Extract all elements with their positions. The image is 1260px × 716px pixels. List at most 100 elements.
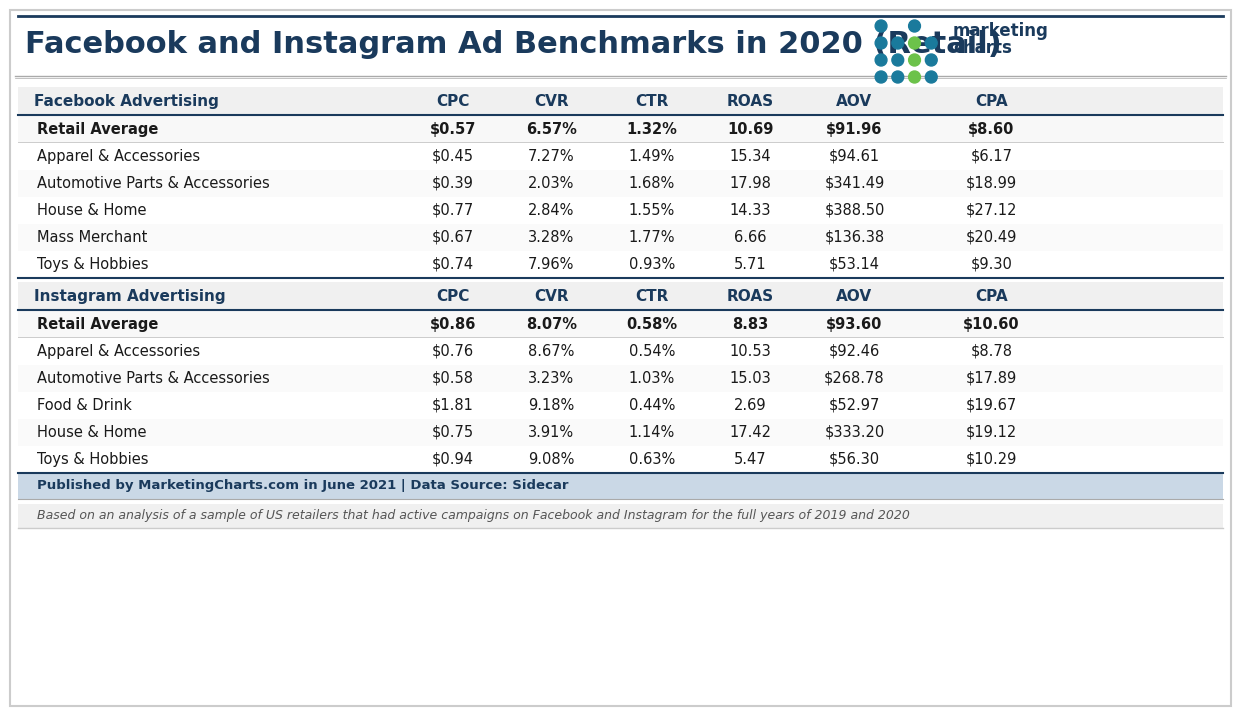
Bar xyxy=(18,364,1222,392)
Text: $18.99: $18.99 xyxy=(965,175,1017,190)
Text: 7.96%: 7.96% xyxy=(528,256,575,271)
Bar xyxy=(18,87,1222,115)
Text: CPA: CPA xyxy=(975,94,1008,109)
Text: $20.49: $20.49 xyxy=(965,230,1017,244)
Text: CPC: CPC xyxy=(436,94,470,109)
Text: $0.74: $0.74 xyxy=(432,256,474,271)
Text: $0.58: $0.58 xyxy=(432,370,474,385)
Text: 1.77%: 1.77% xyxy=(629,230,675,244)
Circle shape xyxy=(925,71,937,83)
Text: 0.58%: 0.58% xyxy=(626,316,678,332)
Text: $0.76: $0.76 xyxy=(432,344,474,359)
Text: CPA: CPA xyxy=(975,289,1008,304)
Text: $9.30: $9.30 xyxy=(970,256,1012,271)
Text: Toys & Hobbies: Toys & Hobbies xyxy=(38,452,149,467)
Text: 1.14%: 1.14% xyxy=(629,425,675,440)
Text: 3.23%: 3.23% xyxy=(528,370,575,385)
Text: AOV: AOV xyxy=(837,289,872,304)
Text: 1.68%: 1.68% xyxy=(629,175,675,190)
Text: ROAS: ROAS xyxy=(727,94,774,109)
Circle shape xyxy=(908,71,921,83)
Circle shape xyxy=(892,37,903,49)
Text: charts: charts xyxy=(953,39,1012,57)
Text: 5.71: 5.71 xyxy=(733,256,766,271)
Text: 14.33: 14.33 xyxy=(730,203,771,218)
Bar xyxy=(18,337,1222,364)
Text: 0.54%: 0.54% xyxy=(629,344,675,359)
Text: Automotive Parts & Accessories: Automotive Parts & Accessories xyxy=(38,175,270,190)
Bar xyxy=(18,251,1222,278)
Text: 9.18%: 9.18% xyxy=(528,397,575,412)
Text: $0.77: $0.77 xyxy=(432,203,474,218)
Text: Facebook and Instagram Ad Benchmarks in 2020 (Retail): Facebook and Instagram Ad Benchmarks in … xyxy=(25,29,1002,59)
Circle shape xyxy=(908,54,921,66)
Text: Instagram Advertising: Instagram Advertising xyxy=(34,289,226,304)
Text: $27.12: $27.12 xyxy=(965,203,1017,218)
Text: $52.97: $52.97 xyxy=(829,397,881,412)
Bar xyxy=(18,283,1222,309)
Text: AOV: AOV xyxy=(837,94,872,109)
Text: 2.03%: 2.03% xyxy=(528,175,575,190)
Text: 8.67%: 8.67% xyxy=(528,344,575,359)
Bar xyxy=(18,392,1222,418)
Text: $93.60: $93.60 xyxy=(827,316,883,332)
Text: $0.57: $0.57 xyxy=(430,122,476,137)
Text: 1.55%: 1.55% xyxy=(629,203,675,218)
Text: 5.47: 5.47 xyxy=(733,452,766,467)
Text: Food & Drink: Food & Drink xyxy=(38,397,132,412)
Text: 0.93%: 0.93% xyxy=(629,256,675,271)
Text: 1.03%: 1.03% xyxy=(629,370,675,385)
Text: Apparel & Accessories: Apparel & Accessories xyxy=(38,344,200,359)
Bar xyxy=(18,142,1222,170)
Text: CVR: CVR xyxy=(534,94,568,109)
Text: CTR: CTR xyxy=(635,289,668,304)
Text: Retail Average: Retail Average xyxy=(38,122,159,137)
Bar xyxy=(18,87,1222,115)
Text: $0.94: $0.94 xyxy=(432,452,474,467)
Text: 8.07%: 8.07% xyxy=(525,316,577,332)
Bar xyxy=(18,170,1222,196)
Text: $19.12: $19.12 xyxy=(965,425,1017,440)
Text: Apparel & Accessories: Apparel & Accessories xyxy=(38,148,200,163)
Circle shape xyxy=(876,71,887,83)
Circle shape xyxy=(908,37,921,49)
Text: 15.34: 15.34 xyxy=(730,148,771,163)
Text: 9.08%: 9.08% xyxy=(528,452,575,467)
Text: $0.86: $0.86 xyxy=(430,316,476,332)
Text: Mass Merchant: Mass Merchant xyxy=(38,230,147,244)
Text: $10.29: $10.29 xyxy=(965,452,1017,467)
Text: $94.61: $94.61 xyxy=(829,148,879,163)
Circle shape xyxy=(925,37,937,49)
Text: Automotive Parts & Accessories: Automotive Parts & Accessories xyxy=(38,370,270,385)
Text: 10.53: 10.53 xyxy=(730,344,771,359)
Text: $8.78: $8.78 xyxy=(970,344,1012,359)
Text: Based on an analysis of a sample of US retailers that had active campaigns on Fa: Based on an analysis of a sample of US r… xyxy=(38,510,910,523)
Text: House & Home: House & Home xyxy=(38,425,147,440)
Text: $17.89: $17.89 xyxy=(965,370,1017,385)
Text: 15.03: 15.03 xyxy=(730,370,771,385)
Circle shape xyxy=(876,54,887,66)
Text: 0.63%: 0.63% xyxy=(629,452,675,467)
Text: $0.45: $0.45 xyxy=(432,148,474,163)
Text: 0.44%: 0.44% xyxy=(629,397,675,412)
Text: 8.83: 8.83 xyxy=(732,316,769,332)
Bar xyxy=(18,504,1222,528)
Text: $388.50: $388.50 xyxy=(824,203,885,218)
Text: 17.42: 17.42 xyxy=(730,425,771,440)
Text: $0.39: $0.39 xyxy=(432,175,474,190)
Bar xyxy=(18,196,1222,223)
Text: 2.69: 2.69 xyxy=(733,397,766,412)
Bar xyxy=(18,473,1222,499)
Text: 7.27%: 7.27% xyxy=(528,148,575,163)
Text: $268.78: $268.78 xyxy=(824,370,885,385)
Text: $1.81: $1.81 xyxy=(432,397,474,412)
Text: $92.46: $92.46 xyxy=(829,344,879,359)
Text: 2.84%: 2.84% xyxy=(528,203,575,218)
Bar xyxy=(18,223,1222,251)
Text: 3.91%: 3.91% xyxy=(528,425,575,440)
Circle shape xyxy=(892,54,903,66)
Text: 1.32%: 1.32% xyxy=(626,122,677,137)
Text: $53.14: $53.14 xyxy=(829,256,879,271)
Text: ROAS: ROAS xyxy=(727,289,774,304)
Text: CPC: CPC xyxy=(436,289,470,304)
